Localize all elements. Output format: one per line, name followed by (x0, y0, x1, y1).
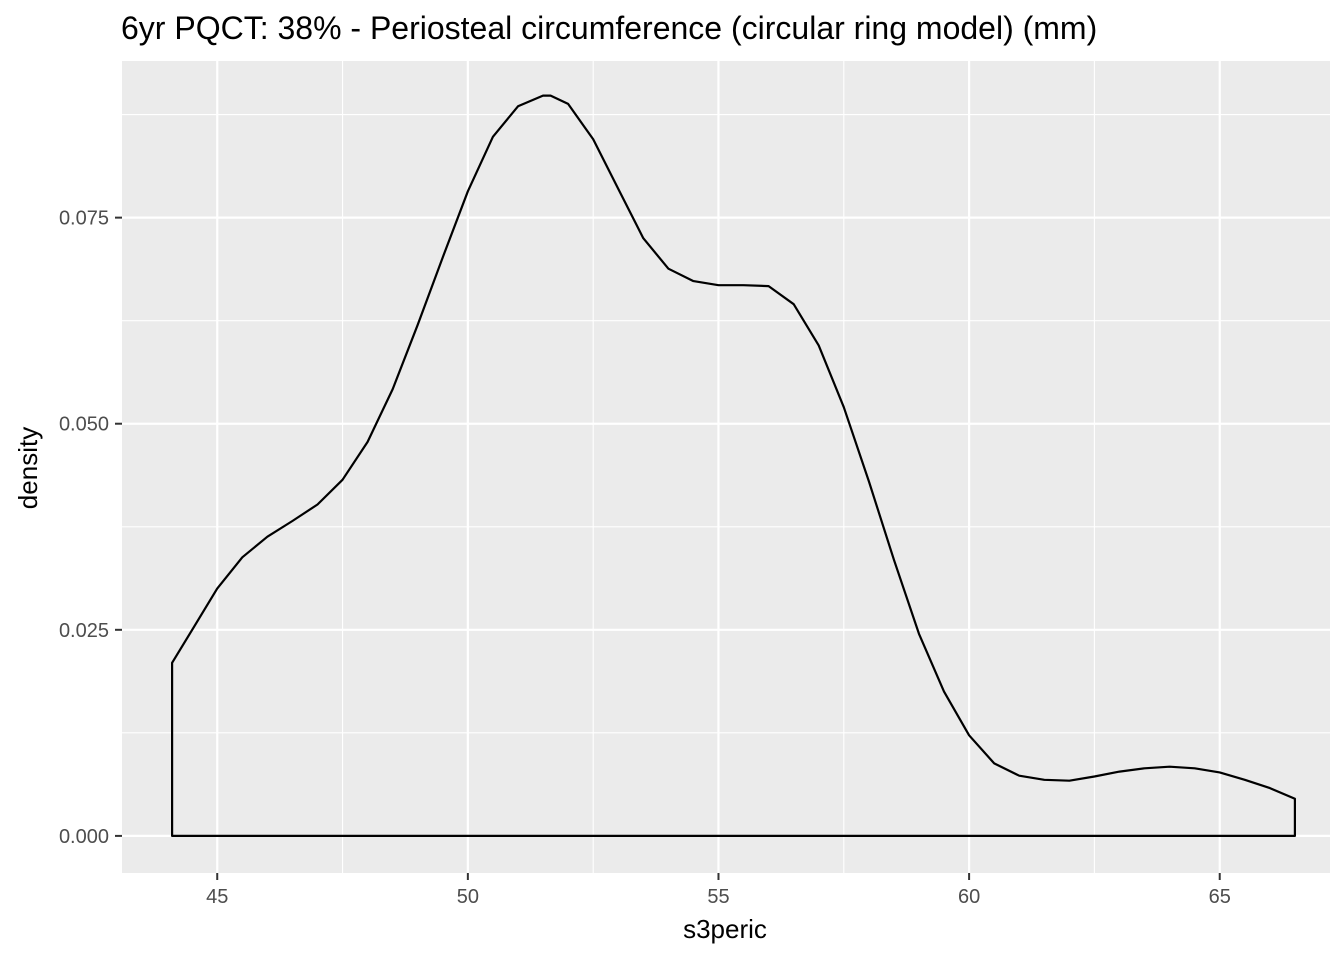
y-tick-label: 0.050 (59, 414, 109, 436)
x-axis: 45 50 55 60 65 (206, 873, 1231, 908)
chart-title: 6yr PQCT: 38% - Periosteal circumference… (121, 10, 1097, 46)
x-tick-label: 50 (457, 886, 479, 908)
x-tick-label: 65 (1209, 886, 1231, 908)
x-axis-title: s3peric (683, 914, 767, 944)
x-tick-label: 45 (206, 886, 228, 908)
x-tick-label: 60 (958, 886, 980, 908)
y-tick-label: 0.025 (59, 620, 109, 642)
plot-panel (122, 61, 1330, 873)
y-axis: 0.000 0.025 0.050 0.075 (59, 208, 122, 848)
y-axis-title: density (13, 427, 43, 509)
y-tick-label: 0.075 (59, 208, 109, 230)
y-tick-label: 0.000 (59, 826, 109, 848)
density-curve (171, 94, 1296, 837)
x-tick-label: 55 (707, 886, 729, 908)
